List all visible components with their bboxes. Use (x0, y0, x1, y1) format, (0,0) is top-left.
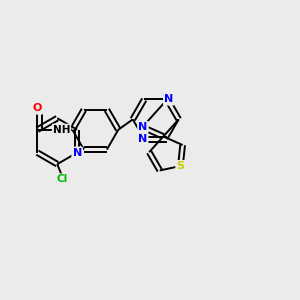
Text: N: N (164, 94, 173, 104)
Text: S: S (176, 161, 184, 171)
Text: N: N (73, 148, 82, 158)
Text: Cl: Cl (56, 174, 67, 184)
Text: N: N (138, 134, 147, 144)
Text: N: N (138, 122, 148, 132)
Text: N: N (73, 148, 82, 158)
Text: N: N (164, 94, 173, 104)
Text: S: S (176, 161, 184, 171)
Text: O: O (33, 103, 42, 113)
Text: NH: NH (53, 125, 70, 135)
Text: Cl: Cl (56, 174, 67, 184)
Text: N: N (138, 134, 147, 144)
Text: N: N (138, 122, 148, 132)
Text: O: O (33, 103, 42, 113)
Text: NH: NH (53, 125, 70, 135)
